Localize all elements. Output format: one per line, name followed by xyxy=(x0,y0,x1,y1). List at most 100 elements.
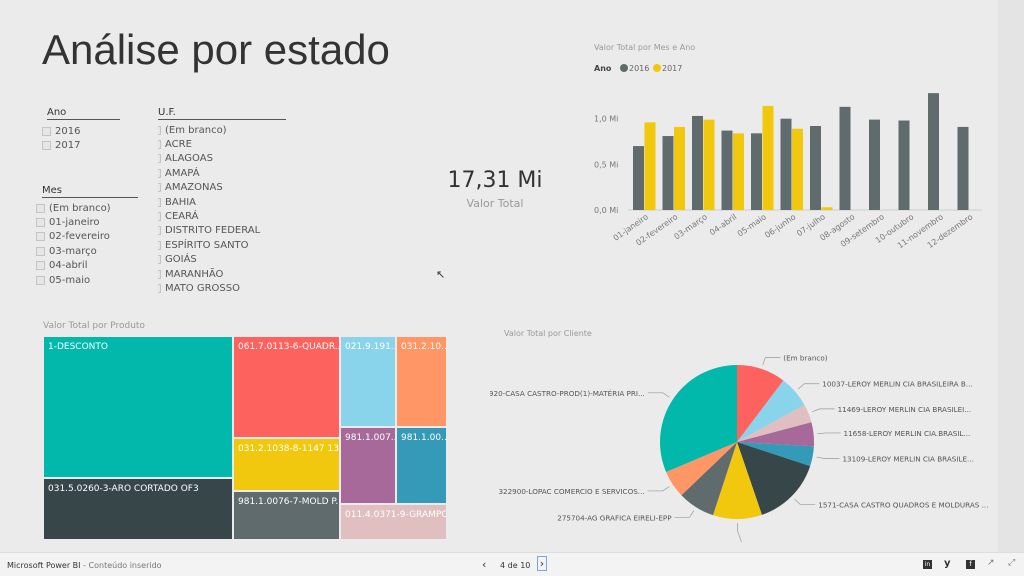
twitter-icon[interactable]: y xyxy=(944,558,951,569)
bar-2016-07-julho[interactable] xyxy=(810,126,821,210)
checkbox[interactable] xyxy=(42,141,51,151)
pie-slice[interactable] xyxy=(737,380,805,442)
treemap-tile[interactable]: 011.4.0371-9-GRAMPO... xyxy=(340,504,447,540)
bar-2016-10-outubro[interactable] xyxy=(898,120,910,210)
bar-2017-04-abril[interactable] xyxy=(733,133,744,210)
treemap-tile[interactable]: 1-DESCONTO xyxy=(43,336,233,478)
slicer-item[interactable]: ACRE xyxy=(158,137,286,151)
leader-line xyxy=(647,486,670,492)
next-page-button[interactable]: › xyxy=(537,556,547,571)
bar-2017-06-junho[interactable] xyxy=(792,128,803,210)
checkbox[interactable] xyxy=(158,197,161,207)
footer-subtitle: Conteúdo inserido xyxy=(88,561,162,570)
checkbox[interactable] xyxy=(158,125,161,135)
slicer-item[interactable]: 03-março xyxy=(36,244,138,258)
checkbox[interactable] xyxy=(42,126,51,136)
pie-slice[interactable] xyxy=(737,365,784,442)
checkbox[interactable] xyxy=(158,212,161,222)
footer-app: Microsoft Power BI - Conteúdo inserido xyxy=(7,561,162,570)
treemap-tile[interactable]: 981.1.0076-7-MOLD P... xyxy=(233,491,340,540)
slicer-item-label: 02-fevereiro xyxy=(49,231,110,243)
slice-label: 374920-CASA CASTRO-PROD(1)-MATÉRIA PRI..… xyxy=(490,389,645,398)
slice-label: 322900-LOPAC COMERCIO E SERVICOS... xyxy=(498,487,644,496)
checkbox[interactable] xyxy=(36,218,45,228)
checkbox[interactable] xyxy=(158,255,161,265)
slicer-item[interactable]: 04-abril xyxy=(36,259,138,273)
prev-page-button[interactable]: ‹ xyxy=(482,558,487,571)
treemap-tile[interactable]: 981.1.00... xyxy=(396,427,447,504)
linkedin-icon[interactable]: in xyxy=(923,560,932,569)
pie-chart: Valor Total por Cliente (Em branco) 10037-… xyxy=(490,329,988,542)
slicer-item[interactable]: ALAGOAS xyxy=(158,152,286,166)
fullscreen-icon[interactable]: ⤢ xyxy=(1008,558,1016,568)
checkbox[interactable] xyxy=(36,275,45,285)
treemap-tile[interactable]: 031.2.10... xyxy=(396,336,447,427)
bar-2016-03-março[interactable] xyxy=(692,115,703,210)
pie-slice[interactable] xyxy=(712,442,762,519)
checkbox[interactable] xyxy=(158,269,161,279)
bar-2016-12-dezembro[interactable] xyxy=(957,126,969,210)
slicer-item[interactable]: 02-fevereiro xyxy=(36,230,138,244)
slicer-item[interactable]: (Em branco) xyxy=(158,123,286,137)
slicer-item[interactable]: MATO GROSSO xyxy=(158,281,286,294)
checkbox[interactable] xyxy=(158,240,161,250)
checkbox[interactable] xyxy=(36,261,45,271)
checkbox[interactable] xyxy=(158,183,161,193)
bar-2016-11-novembro[interactable] xyxy=(928,93,939,210)
bar-2016-01-janeiro[interactable] xyxy=(633,146,644,210)
slicer-item[interactable]: 01-janeiro xyxy=(36,215,138,229)
slicer-item[interactable]: MARANHÃO xyxy=(158,267,286,281)
slicer-item[interactable]: 05-maio xyxy=(36,273,138,287)
treemap-tile[interactable]: 031.2.1038-8-1147 130... xyxy=(233,438,340,491)
slicer-item[interactable]: ESPÍRITO SANTO xyxy=(158,238,286,252)
checkbox[interactable] xyxy=(158,283,161,293)
slicer-item-label: 2017 xyxy=(55,140,81,152)
slicer-mes: Mes (Em branco) 01-janeiro 02-fevereiro 03-… xyxy=(36,185,138,287)
pie-slice[interactable] xyxy=(737,404,812,442)
slicer-item-label: MARANHÃO xyxy=(165,268,224,280)
bar-2017-03-março[interactable] xyxy=(703,119,715,210)
slicer-item[interactable]: 2017 xyxy=(42,138,120,152)
share-icon[interactable]: ↗ xyxy=(987,558,995,568)
pie-slice[interactable] xyxy=(737,442,811,515)
treemap-tile[interactable]: 021.9.191... xyxy=(340,336,396,427)
treemap-tile[interactable]: 981.1.007... xyxy=(340,427,396,504)
pie-slice[interactable] xyxy=(681,442,737,516)
bar-2017-01-janeiro[interactable] xyxy=(644,122,656,210)
treemap-tile[interactable]: 061.7.0113-6-QUADR... xyxy=(233,336,340,438)
bar-2016-04-abril[interactable] xyxy=(721,130,733,210)
slicer-item[interactable]: BAHIA xyxy=(158,195,286,209)
slicer-item[interactable]: DISTRITO FEDERAL xyxy=(158,224,286,238)
slicer-item[interactable]: AMAPÁ xyxy=(158,166,286,180)
checkbox[interactable] xyxy=(158,154,161,164)
bar-2017-05-maio[interactable] xyxy=(762,105,774,210)
checkbox[interactable] xyxy=(36,246,45,256)
slicer-item[interactable]: CEARÁ xyxy=(158,209,286,223)
slice-label: 275704-AG GRAFICA EIRELI-EPP xyxy=(557,513,672,522)
pie-slice[interactable] xyxy=(737,422,814,447)
pie-slice[interactable] xyxy=(660,365,737,472)
pie-slice[interactable] xyxy=(666,442,737,496)
bar-2016-08-agosto[interactable] xyxy=(839,106,851,210)
bar-2017-02-fevereiro[interactable] xyxy=(674,126,685,210)
bar-2016-02-fevereiro[interactable] xyxy=(662,136,674,210)
checkbox[interactable] xyxy=(158,140,161,150)
slicer-item[interactable]: 2016 xyxy=(42,124,120,138)
facebook-icon[interactable]: f xyxy=(966,560,975,569)
bar-2016-06-junho[interactable] xyxy=(780,118,792,210)
pie-slice[interactable] xyxy=(737,442,814,467)
slicer-item[interactable]: AMAZONAS xyxy=(158,181,286,195)
bar-2016-05-maio[interactable] xyxy=(751,133,762,210)
y-tick-label: 1,0 Mi xyxy=(594,115,618,124)
bar-2017-07-julho[interactable] xyxy=(821,207,833,210)
treemap-tile[interactable]: 031.5.0260-3-ARO CORTADO OF3 xyxy=(43,478,233,540)
checkbox[interactable] xyxy=(158,168,161,178)
legend-label: 2016 xyxy=(629,64,649,73)
checkbox[interactable] xyxy=(36,203,45,213)
checkbox[interactable] xyxy=(158,226,161,236)
slicer-item[interactable]: (Em branco) xyxy=(36,201,138,215)
bar-chart: Valor Total por Mes e Ano Ano 2016 2017 0,0 … xyxy=(594,43,982,250)
checkbox[interactable] xyxy=(36,232,45,242)
bar-2016-09-setembro[interactable] xyxy=(869,119,880,210)
slicer-item[interactable]: GOIÁS xyxy=(158,253,286,267)
